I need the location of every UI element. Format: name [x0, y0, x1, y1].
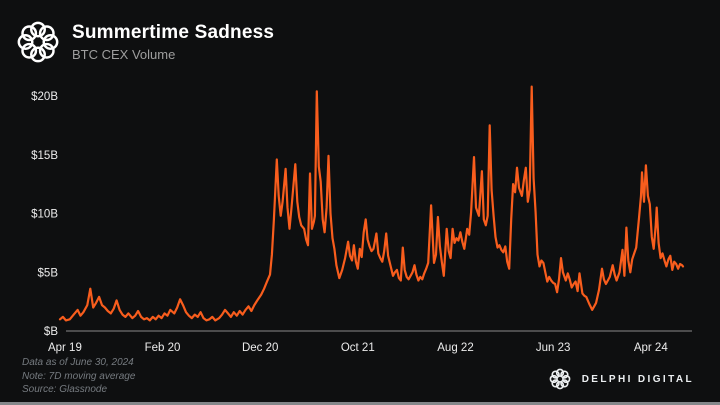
y-axis-tick-label: $10B	[31, 209, 58, 221]
delphi-knot-logo-icon	[549, 368, 571, 390]
y-axis-tick-label: $20B	[31, 91, 58, 103]
x-axis-tick-label: Aug 22	[437, 342, 473, 354]
footer-note-line: Note: 7D moving average	[22, 370, 136, 382]
delphi-knot-logo-icon	[17, 21, 59, 63]
x-axis-tick-label: Apr 19	[48, 342, 82, 354]
bottom-divider-strip	[0, 402, 720, 405]
x-axis-tick-label: Oct 21	[341, 342, 375, 354]
x-axis-tick-label: Feb 20	[145, 342, 181, 354]
footer-note-line: Data as of June 30, 2024	[22, 357, 134, 368]
footer-brand: DELPHI DIGITAL	[547, 366, 694, 392]
page-title: Summertime Sadness	[72, 22, 275, 43]
y-axis-tick-label: $15B	[31, 150, 58, 162]
volume-line-series	[58, 85, 685, 322]
footer-notes: Data as of June 30, 2024 Note: 7D moving…	[22, 356, 135, 397]
footer-note-line: Source: Glassnode	[22, 384, 108, 395]
delphi-digital-wordmark: DELPHI DIGITAL	[581, 373, 694, 385]
y-axis-tick-label: $B	[44, 326, 58, 338]
x-axis-tick-label: Apr 24	[634, 342, 668, 354]
header: Summertime Sadness BTC CEX Volume	[12, 16, 274, 68]
x-axis-tick-label: Jun 23	[536, 342, 571, 354]
y-axis-tick-label: $5B	[38, 267, 59, 279]
page-subtitle: BTC CEX Volume	[72, 47, 176, 62]
x-axis-tick-label: Dec 20	[242, 342, 278, 354]
